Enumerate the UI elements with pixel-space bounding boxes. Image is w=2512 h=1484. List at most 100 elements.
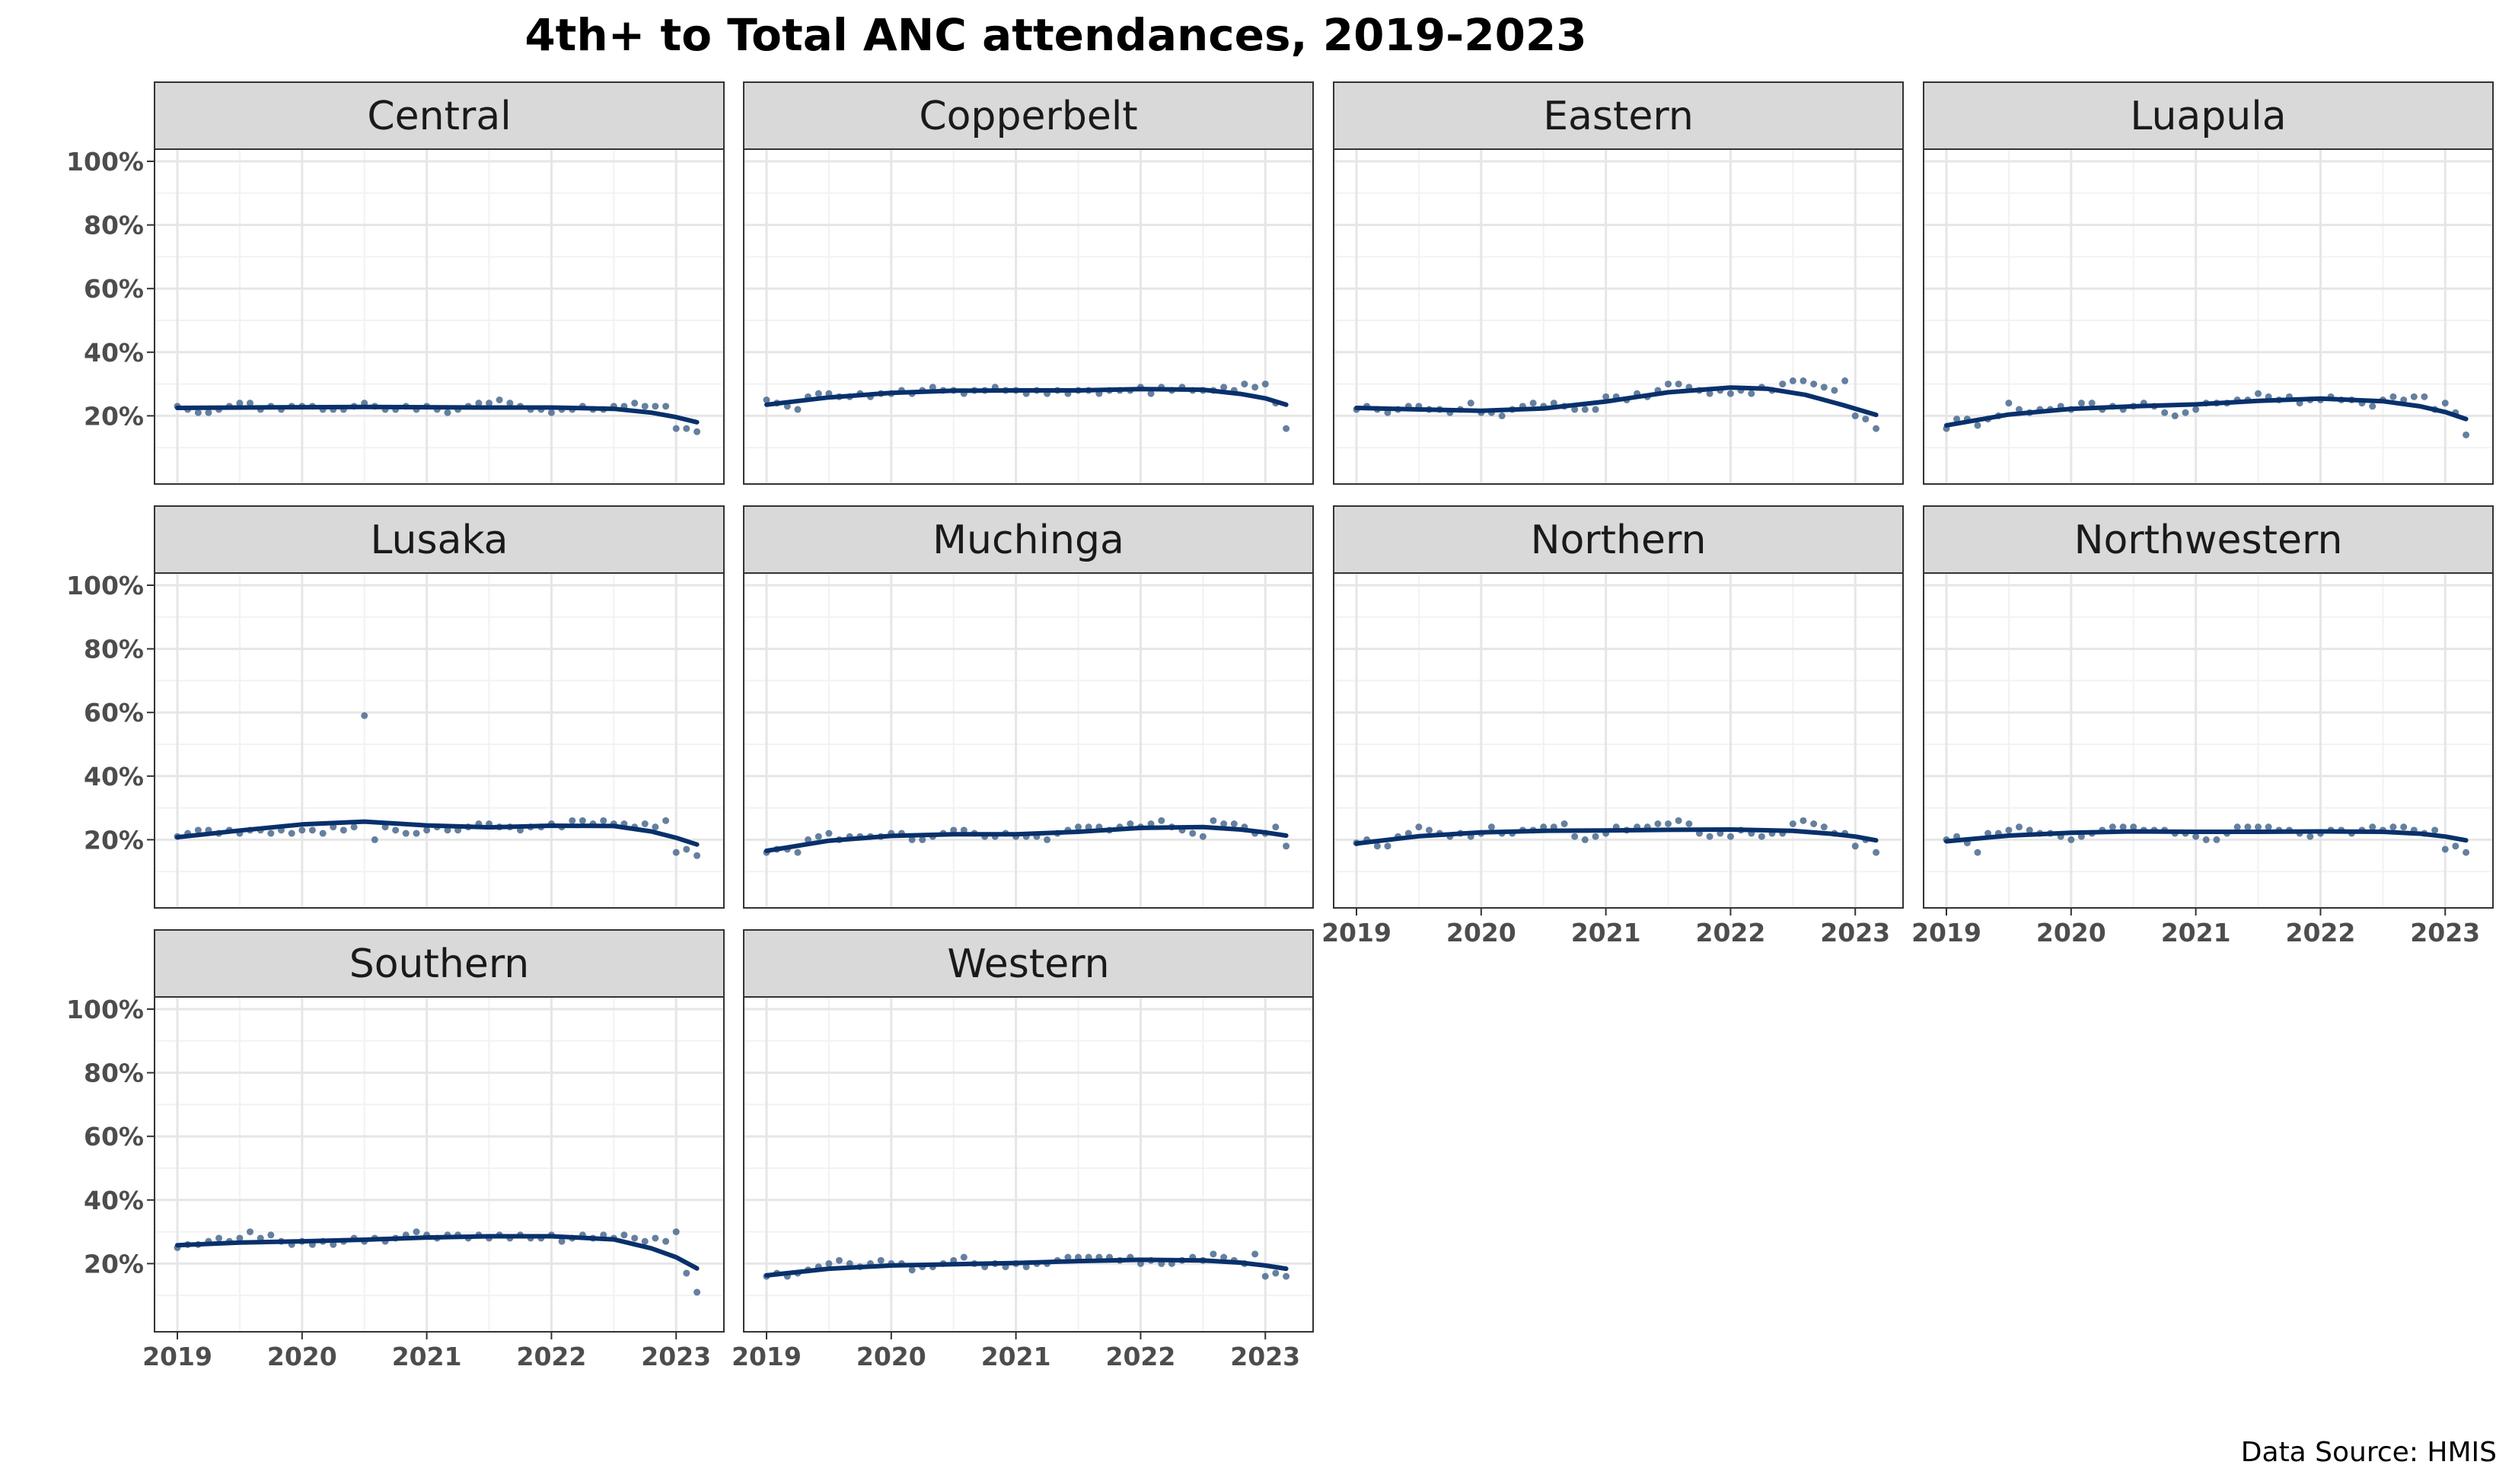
- data-point: [2005, 400, 2013, 407]
- facet-strip-label: Western: [947, 941, 1109, 987]
- x-tick-label: 2022: [2285, 918, 2355, 947]
- data-point: [652, 403, 659, 410]
- x-tick-label: 2023: [641, 1342, 711, 1371]
- data-point: [814, 390, 822, 397]
- data-point: [2109, 823, 2116, 831]
- data-point: [1220, 384, 1228, 391]
- data-point: [247, 400, 254, 407]
- data-point: [340, 826, 347, 834]
- data-point: [1210, 817, 1217, 824]
- data-point: [1841, 377, 1849, 384]
- data-point: [2369, 823, 2377, 831]
- smooth-trend-line: [1354, 827, 1879, 846]
- data-point: [1283, 842, 1290, 850]
- data-point: [1210, 1250, 1217, 1258]
- smooth-trend-line: [1354, 385, 1879, 418]
- data-point: [641, 1237, 649, 1245]
- data-point: [1571, 833, 1579, 840]
- y-tick-label: 100%: [66, 995, 144, 1024]
- data-point: [2265, 823, 2272, 831]
- facet-northwestern: Northwestern 2019 2020 2021 2022 2023: [1911, 505, 2494, 947]
- data-point: [1022, 1263, 1030, 1271]
- x-tick-label: 2020: [267, 1342, 337, 1371]
- data-point: [1426, 826, 1433, 834]
- data-point: [950, 826, 958, 834]
- data-point: [683, 425, 690, 432]
- data-point: [2255, 390, 2262, 397]
- data-point: [1810, 381, 1818, 388]
- data-point: [2016, 823, 2023, 831]
- y-tick-label: 80%: [84, 635, 144, 664]
- data-point: [215, 1234, 223, 1242]
- data-point: [2130, 823, 2137, 831]
- data-point: [825, 1259, 833, 1267]
- data-point: [298, 826, 306, 834]
- panel-border: [1923, 148, 2494, 485]
- data-point: [1789, 377, 1796, 384]
- data-point: [2233, 823, 2241, 831]
- facet-southern: Southern 20% 40% 60% 80% 100% 2019 2020 2021 2022…: [66, 929, 725, 1371]
- data-point: [600, 817, 607, 824]
- data-point: [2171, 412, 2179, 419]
- data-point: [1800, 817, 1807, 824]
- panel-border: [743, 572, 1314, 909]
- data-point: [381, 823, 389, 831]
- data-point: [236, 400, 244, 407]
- data-point: [1592, 833, 1599, 840]
- data-point: [805, 836, 812, 843]
- smooth-trend-line: [175, 819, 700, 847]
- data-source-caption: Data Source: HMIS: [2241, 1437, 2497, 1468]
- data-point: [558, 1237, 566, 1245]
- data-point: [392, 826, 400, 834]
- data-point: [1974, 849, 1981, 856]
- data-point: [1261, 381, 1269, 388]
- data-point: [652, 823, 659, 831]
- data-point: [919, 836, 926, 843]
- facet-strip-label: Central: [367, 94, 511, 139]
- panel-border: [154, 572, 725, 909]
- data-point: [1272, 1269, 1280, 1277]
- plot-area: [1924, 149, 2493, 484]
- data-point: [1820, 384, 1828, 391]
- data-point: [1831, 387, 1838, 394]
- data-point: [641, 820, 649, 827]
- data-point: [1726, 833, 1734, 840]
- data-point: [2255, 823, 2262, 831]
- data-point: [1189, 830, 1197, 837]
- x-tick-label: 2023: [1230, 1342, 1300, 1371]
- data-point: [1675, 381, 1682, 388]
- data-point: [1665, 381, 1672, 388]
- data-point: [1498, 412, 1506, 419]
- data-point: [2202, 836, 2210, 843]
- data-point: [2389, 393, 2397, 400]
- data-point: [763, 396, 770, 403]
- plot-area: [155, 573, 724, 908]
- data-point: [444, 826, 451, 834]
- data-point: [1261, 1272, 1269, 1280]
- facet-luapula: Luapula: [1923, 81, 2494, 485]
- facet-lusaka: Lusaka 20% 40% 60% 80% 100%: [66, 505, 725, 909]
- data-point: [1748, 390, 1755, 397]
- x-tick-label: 2021: [392, 1342, 462, 1371]
- data-point: [350, 823, 358, 831]
- data-point: [2077, 400, 2085, 407]
- data-point: [569, 817, 576, 824]
- data-point: [1665, 820, 1672, 827]
- data-point: [2410, 393, 2418, 400]
- facet-strip: [743, 929, 1314, 998]
- data-point: [825, 830, 833, 837]
- facet-panels: Central 20% 40% 60% 80% 100% Copperbelt Eastern…: [66, 81, 2494, 1371]
- panel-border: [743, 148, 1314, 485]
- data-point: [1726, 390, 1734, 397]
- data-point: [1810, 820, 1818, 827]
- data-point: [1158, 817, 1165, 824]
- data-point: [2421, 393, 2428, 400]
- data-point: [672, 849, 680, 856]
- data-point: [814, 833, 822, 840]
- x-tick-label: 2022: [1695, 918, 1765, 947]
- data-point: [1283, 1272, 1290, 1280]
- data-point: [1851, 842, 1859, 850]
- y-tick-label: 20%: [84, 1249, 144, 1279]
- plot-area: [155, 149, 724, 484]
- data-point: [2463, 849, 2470, 856]
